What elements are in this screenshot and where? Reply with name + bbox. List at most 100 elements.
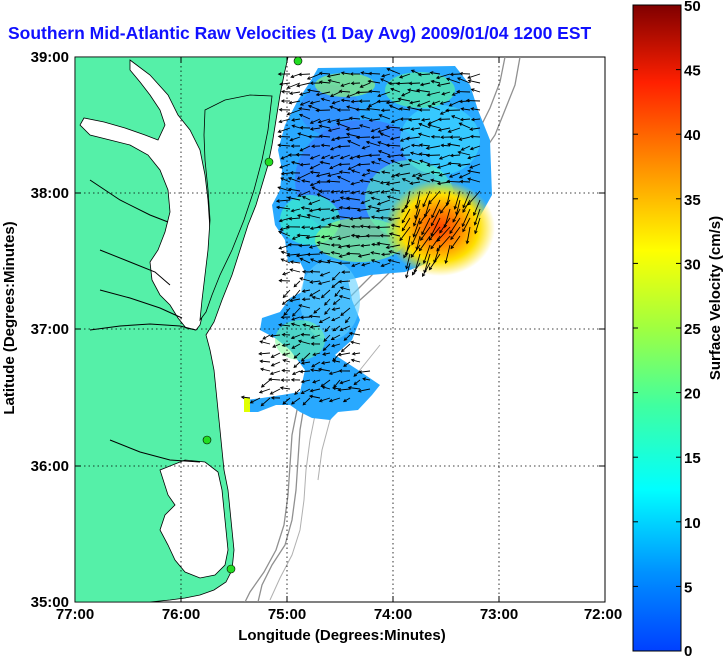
arrow-head bbox=[441, 91, 446, 96]
arrow-head bbox=[334, 293, 338, 298]
arrow-head bbox=[473, 221, 478, 226]
arrow-head bbox=[355, 90, 360, 95]
velocity-arrow bbox=[459, 172, 471, 179]
arrow-head bbox=[338, 254, 343, 258]
velocity-arrow bbox=[307, 89, 321, 93]
arrow-head bbox=[380, 108, 385, 113]
velocity-arrow bbox=[332, 387, 341, 390]
arrow-head bbox=[327, 173, 332, 178]
arrow-head bbox=[410, 254, 415, 258]
arrow-head bbox=[309, 127, 314, 131]
velocity-arrow bbox=[436, 73, 451, 79]
velocity-arrow bbox=[387, 196, 401, 201]
radar-station bbox=[226, 564, 236, 574]
velocity-arrow bbox=[347, 207, 361, 210]
arrow-head bbox=[309, 100, 314, 105]
arrow-head bbox=[427, 123, 432, 128]
arrow-head bbox=[388, 81, 392, 86]
arrow-head bbox=[361, 262, 366, 267]
arrow-head bbox=[370, 259, 375, 263]
arrow-head bbox=[338, 89, 343, 94]
velocity-arrow bbox=[312, 296, 321, 300]
velocity-arrow bbox=[370, 178, 381, 183]
velocity-arrow bbox=[301, 388, 311, 394]
arrow-head bbox=[436, 181, 441, 186]
arrow-head bbox=[283, 312, 287, 317]
arrow-head bbox=[286, 111, 291, 116]
velocity-arrow bbox=[362, 378, 371, 381]
arrow-head bbox=[275, 199, 280, 203]
arrow-head bbox=[429, 71, 434, 75]
arrow-head bbox=[377, 149, 382, 154]
velocity-arrow bbox=[353, 379, 361, 385]
arrow-head bbox=[357, 254, 362, 258]
arrow-head bbox=[278, 246, 283, 250]
velocity-arrow bbox=[467, 190, 481, 206]
arrow-head bbox=[419, 220, 423, 225]
velocity-arrow bbox=[289, 298, 301, 302]
velocity-arrow bbox=[300, 145, 311, 152]
arrow-head bbox=[458, 137, 463, 141]
velocity-arrow bbox=[428, 226, 441, 241]
arrow-head bbox=[329, 93, 334, 97]
arrow-head bbox=[336, 122, 341, 126]
arrow-head bbox=[369, 178, 374, 182]
velocity-arrow bbox=[377, 100, 391, 102]
arrow-head bbox=[329, 147, 334, 151]
arrow-head bbox=[368, 118, 373, 122]
arrow-head bbox=[281, 368, 286, 373]
arrow-head bbox=[350, 99, 355, 104]
arrow-head bbox=[400, 147, 405, 151]
y-tick-label: 36:00 bbox=[31, 458, 69, 475]
arrow-head bbox=[359, 179, 364, 183]
arrow-head bbox=[360, 115, 365, 119]
velocity-arrow bbox=[281, 154, 291, 160]
velocity-arrow bbox=[334, 289, 341, 297]
arrow-head bbox=[437, 117, 442, 122]
velocity-arrow bbox=[309, 315, 321, 318]
arrow-head bbox=[326, 179, 331, 184]
arrow-head bbox=[327, 128, 332, 133]
arrow-head bbox=[330, 199, 335, 204]
arrow-head bbox=[330, 208, 335, 212]
arrow-head bbox=[332, 327, 337, 332]
velocity-arrow bbox=[279, 118, 291, 123]
arrow-head bbox=[337, 144, 341, 149]
arrow-head bbox=[311, 186, 316, 190]
colorbar-tick-label: 25 bbox=[684, 321, 701, 338]
x-tick-label: 76:00 bbox=[162, 606, 200, 623]
velocity-arrow bbox=[317, 241, 331, 246]
arrow-head bbox=[367, 103, 372, 107]
colorbar-tick-label: 45 bbox=[684, 63, 701, 80]
arrow-head bbox=[290, 401, 295, 405]
velocity-arrow bbox=[460, 118, 471, 121]
arrow-head bbox=[306, 88, 311, 93]
arrow-head bbox=[319, 160, 324, 165]
arrow-head bbox=[370, 251, 375, 255]
velocity-arrow bbox=[408, 159, 421, 165]
arrow-head bbox=[298, 243, 303, 248]
arrow-head bbox=[337, 162, 342, 167]
arrow-head bbox=[367, 153, 372, 158]
velocity-arrow bbox=[399, 73, 411, 79]
arrow-head bbox=[453, 205, 458, 210]
velocity-arrow bbox=[378, 127, 391, 133]
velocity-arrow bbox=[420, 226, 431, 241]
arrow-head bbox=[291, 124, 296, 128]
velocity-arrow bbox=[317, 193, 331, 201]
velocity-arrow bbox=[289, 91, 301, 95]
arrow-head bbox=[307, 104, 312, 109]
arrow-head bbox=[446, 179, 450, 184]
velocity-arrow bbox=[361, 199, 371, 204]
velocity-arrow bbox=[461, 208, 471, 227]
velocity-arrow bbox=[332, 360, 341, 363]
velocity-arrow bbox=[470, 145, 481, 150]
velocity-arrow bbox=[301, 207, 311, 210]
velocity-arrow bbox=[301, 334, 311, 336]
arrow-head bbox=[362, 377, 366, 381]
arrow-head bbox=[428, 266, 433, 271]
velocity-arrow bbox=[412, 172, 421, 177]
arrow-head bbox=[422, 203, 426, 208]
arrow-head bbox=[310, 342, 315, 346]
velocity-arrow bbox=[318, 280, 331, 285]
